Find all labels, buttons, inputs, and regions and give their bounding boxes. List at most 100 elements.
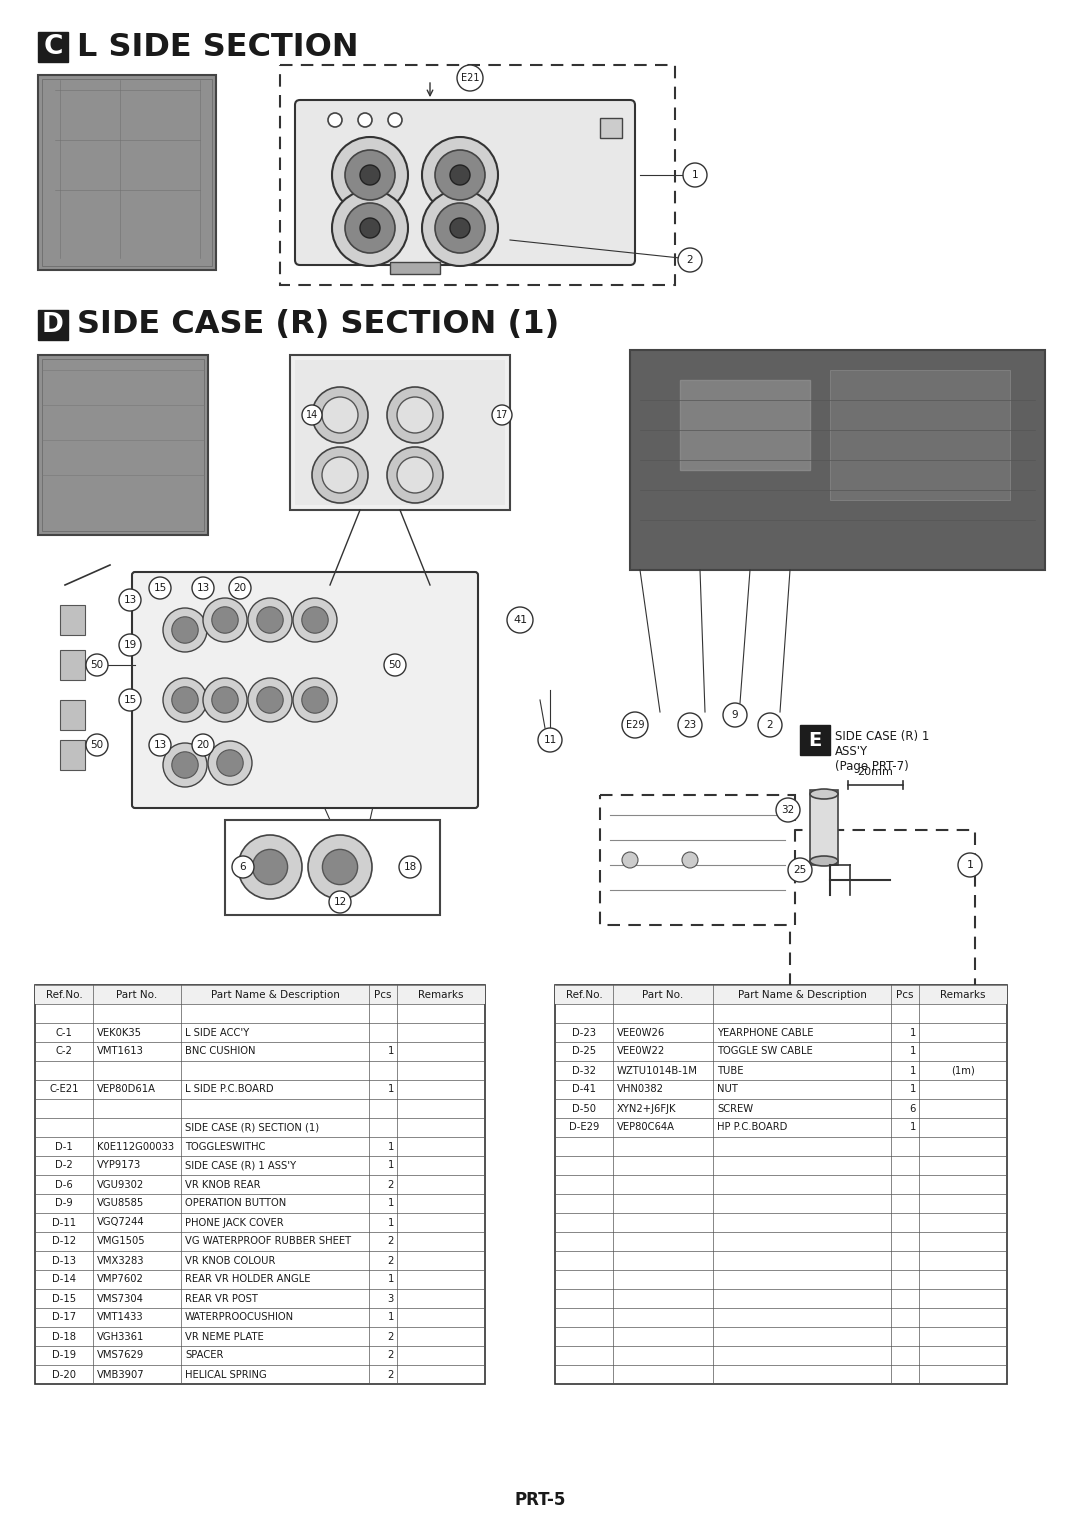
- Text: VMX3283: VMX3283: [97, 1256, 145, 1265]
- Text: 1: 1: [388, 1198, 394, 1209]
- Text: 50: 50: [91, 660, 104, 669]
- Text: VEE0W26: VEE0W26: [617, 1027, 665, 1038]
- Circle shape: [149, 578, 171, 599]
- Text: PHONE JACK COVER: PHONE JACK COVER: [185, 1218, 284, 1227]
- Text: D-20: D-20: [52, 1369, 76, 1380]
- Circle shape: [203, 597, 247, 642]
- Text: REAR VR POST: REAR VR POST: [185, 1294, 258, 1303]
- Bar: [600, 118, 622, 138]
- Circle shape: [788, 859, 812, 882]
- Text: YEARPHONE CABLE: YEARPHONE CABLE: [717, 1027, 813, 1038]
- Bar: [38, 354, 208, 535]
- Bar: [60, 740, 85, 770]
- Text: D-9: D-9: [55, 1198, 72, 1209]
- Circle shape: [723, 703, 747, 727]
- Circle shape: [450, 219, 470, 238]
- Text: 15: 15: [153, 584, 166, 593]
- Text: VEK0K35: VEK0K35: [97, 1027, 141, 1038]
- Text: TOGGLESWITHC: TOGGLESWITHC: [185, 1141, 266, 1152]
- Text: E: E: [808, 730, 822, 750]
- Text: (1m): (1m): [951, 1065, 975, 1076]
- Circle shape: [302, 405, 322, 425]
- Bar: [555, 986, 1007, 1384]
- Circle shape: [293, 678, 337, 723]
- Text: VMT1433: VMT1433: [97, 1313, 144, 1323]
- Text: SIDE CASE (R) SECTION (1): SIDE CASE (R) SECTION (1): [77, 310, 559, 341]
- Text: 17: 17: [496, 410, 509, 420]
- Text: L SIDE P.C.BOARD: L SIDE P.C.BOARD: [185, 1085, 273, 1094]
- Text: 2: 2: [388, 1351, 394, 1360]
- Circle shape: [119, 588, 141, 611]
- Circle shape: [119, 634, 141, 656]
- Ellipse shape: [810, 788, 838, 799]
- Circle shape: [678, 714, 702, 736]
- Text: VG WATERPROOF RUBBER SHEET: VG WATERPROOF RUBBER SHEET: [185, 1236, 351, 1247]
- Circle shape: [172, 752, 199, 778]
- Text: 50: 50: [389, 660, 402, 669]
- Text: 23: 23: [684, 720, 697, 730]
- Bar: [35, 986, 485, 1004]
- Text: Ref.No.: Ref.No.: [45, 990, 82, 999]
- Circle shape: [322, 457, 357, 494]
- Text: 1: 1: [388, 1047, 394, 1056]
- Text: 20mm: 20mm: [858, 767, 893, 778]
- Text: VYP9173: VYP9173: [97, 1160, 141, 1170]
- Text: 20: 20: [233, 584, 246, 593]
- Bar: [789, 830, 975, 1025]
- Text: TOGGLE SW CABLE: TOGGLE SW CABLE: [717, 1047, 813, 1056]
- Text: D-E29: D-E29: [569, 1123, 599, 1132]
- Text: D-32: D-32: [572, 1065, 596, 1076]
- Circle shape: [203, 678, 247, 723]
- Text: 2: 2: [388, 1256, 394, 1265]
- Circle shape: [212, 686, 239, 714]
- Text: 6: 6: [240, 862, 246, 872]
- Circle shape: [507, 607, 534, 633]
- Circle shape: [387, 387, 443, 443]
- Circle shape: [683, 163, 707, 186]
- Bar: [600, 795, 795, 924]
- Text: 3: 3: [388, 1294, 394, 1303]
- Text: XYN2+J6FJK: XYN2+J6FJK: [617, 1103, 676, 1114]
- Text: D-2: D-2: [55, 1160, 72, 1170]
- Circle shape: [308, 834, 372, 898]
- Bar: [60, 605, 85, 636]
- Circle shape: [149, 733, 171, 756]
- Text: 32: 32: [781, 805, 795, 814]
- Text: SIDE CASE (R) SECTION (1): SIDE CASE (R) SECTION (1): [185, 1123, 319, 1132]
- Text: VMP7602: VMP7602: [97, 1274, 144, 1285]
- Circle shape: [322, 397, 357, 432]
- Text: VMS7304: VMS7304: [97, 1294, 144, 1303]
- Text: HELICAL SPRING: HELICAL SPRING: [185, 1369, 267, 1380]
- Text: D-14: D-14: [52, 1274, 76, 1285]
- Text: 13: 13: [197, 584, 210, 593]
- Text: 1: 1: [691, 170, 699, 180]
- Text: SCREW: SCREW: [717, 1103, 753, 1114]
- Circle shape: [387, 448, 443, 503]
- Text: C-2: C-2: [55, 1047, 72, 1056]
- Text: 1: 1: [909, 1123, 916, 1132]
- Bar: [280, 66, 675, 286]
- Text: D: D: [42, 312, 64, 338]
- Text: 2: 2: [388, 1331, 394, 1342]
- Bar: [295, 361, 505, 504]
- Bar: [680, 380, 810, 471]
- Circle shape: [388, 113, 402, 127]
- Text: L SIDE ACC'Y: L SIDE ACC'Y: [185, 1027, 249, 1038]
- Text: 1: 1: [388, 1160, 394, 1170]
- Circle shape: [399, 856, 421, 879]
- Circle shape: [492, 405, 512, 425]
- Text: HP P.C.BOARD: HP P.C.BOARD: [717, 1123, 787, 1132]
- Text: 13: 13: [153, 740, 166, 750]
- Text: C: C: [43, 34, 63, 60]
- Circle shape: [422, 138, 498, 212]
- Text: SPACER: SPACER: [185, 1351, 224, 1360]
- Text: VEP80D61A: VEP80D61A: [97, 1085, 156, 1094]
- Circle shape: [435, 150, 485, 200]
- Circle shape: [217, 750, 243, 776]
- Text: VHN0382: VHN0382: [617, 1085, 664, 1094]
- Text: 1: 1: [388, 1218, 394, 1227]
- Circle shape: [172, 617, 199, 643]
- Text: BNC CUSHION: BNC CUSHION: [185, 1047, 256, 1056]
- Text: D-23: D-23: [572, 1027, 596, 1038]
- Circle shape: [457, 66, 483, 92]
